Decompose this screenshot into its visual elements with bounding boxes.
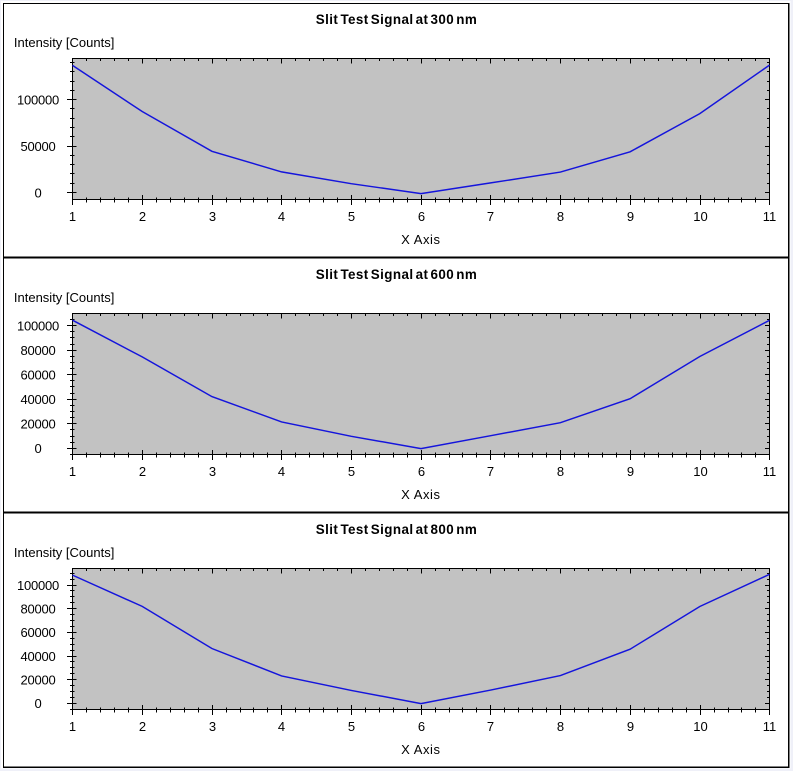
svg-text:4: 4 [278, 464, 285, 479]
svg-text:5: 5 [348, 719, 355, 734]
svg-text:8: 8 [557, 209, 564, 224]
svg-text:3: 3 [209, 464, 216, 479]
svg-text:0: 0 [35, 696, 42, 711]
svg-text:Slit Test Signal at 300 nm: Slit Test Signal at 300 nm [316, 12, 477, 27]
svg-text:0: 0 [35, 441, 42, 456]
svg-text:9: 9 [627, 464, 634, 479]
svg-text:3: 3 [209, 209, 216, 224]
svg-text:1: 1 [69, 719, 76, 734]
svg-text:6: 6 [418, 464, 425, 479]
svg-text:Intensity [Counts]: Intensity [Counts] [14, 545, 114, 560]
svg-text:9: 9 [627, 719, 634, 734]
svg-text:6: 6 [418, 719, 425, 734]
svg-text:10: 10 [693, 464, 707, 479]
svg-text:1: 1 [69, 209, 76, 224]
svg-text:80000: 80000 [21, 602, 56, 617]
svg-text:7: 7 [487, 464, 494, 479]
svg-text:4: 4 [278, 209, 285, 224]
svg-text:X Axis: X Axis [401, 742, 440, 757]
svg-text:8: 8 [557, 719, 564, 734]
svg-text:40000: 40000 [21, 392, 56, 407]
svg-text:Intensity [Counts]: Intensity [Counts] [14, 35, 114, 50]
svg-text:Slit Test Signal at 600 nm: Slit Test Signal at 600 nm [316, 267, 477, 282]
svg-text:11: 11 [763, 464, 777, 479]
svg-text:2: 2 [139, 209, 146, 224]
svg-text:40000: 40000 [21, 649, 56, 664]
svg-text:9: 9 [627, 209, 634, 224]
svg-text:5: 5 [348, 464, 355, 479]
svg-text:7: 7 [487, 719, 494, 734]
svg-text:2: 2 [139, 719, 146, 734]
svg-text:5: 5 [348, 209, 355, 224]
svg-text:80000: 80000 [21, 343, 56, 358]
svg-text:10: 10 [693, 719, 707, 734]
svg-text:60000: 60000 [21, 367, 56, 382]
svg-text:7: 7 [487, 209, 494, 224]
svg-text:11: 11 [763, 209, 777, 224]
svg-text:20000: 20000 [21, 673, 56, 688]
svg-text:0: 0 [35, 185, 42, 200]
svg-text:4: 4 [278, 719, 285, 734]
svg-text:Intensity [Counts]: Intensity [Counts] [14, 290, 114, 305]
svg-text:X Axis: X Axis [401, 487, 440, 502]
svg-text:10: 10 [693, 209, 707, 224]
svg-text:100000: 100000 [17, 578, 59, 593]
svg-text:X Axis: X Axis [401, 232, 440, 247]
svg-text:2: 2 [139, 464, 146, 479]
svg-text:50000: 50000 [21, 139, 56, 154]
svg-text:3: 3 [209, 719, 216, 734]
svg-text:100000: 100000 [17, 318, 59, 333]
svg-text:100000: 100000 [17, 92, 59, 107]
svg-text:Slit Test Signal at 800 nm: Slit Test Signal at 800 nm [316, 522, 477, 537]
svg-text:8: 8 [557, 464, 564, 479]
svg-text:6: 6 [418, 209, 425, 224]
svg-text:1: 1 [69, 464, 76, 479]
svg-text:11: 11 [763, 719, 777, 734]
svg-text:60000: 60000 [21, 625, 56, 640]
svg-text:20000: 20000 [21, 417, 56, 432]
